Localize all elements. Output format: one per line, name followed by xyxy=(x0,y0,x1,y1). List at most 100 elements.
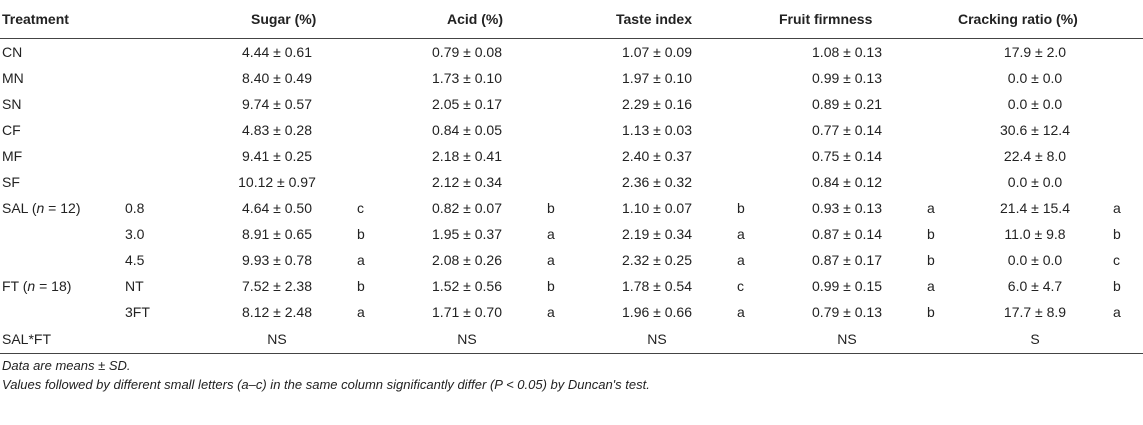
acid-letter xyxy=(547,143,577,169)
table-row: CN 4.44 ± 0.61 0.79 ± 0.08 1.07 ± 0.09 1.08 … xyxy=(0,39,1143,66)
taste-letter: b xyxy=(737,200,745,216)
taste-letter xyxy=(737,117,767,143)
sugar-letter xyxy=(357,65,387,91)
taste-letter: a xyxy=(737,252,745,268)
cracking-letter: b xyxy=(1113,226,1121,242)
taste-value: 2.19 ± 0.34 xyxy=(622,226,692,242)
level-cell xyxy=(125,39,197,66)
treatment-cell: SAL (n = 12) xyxy=(2,200,81,216)
firmness-value: 0.84 ± 0.12 xyxy=(812,174,882,190)
firmness-value: 0.99 ± 0.13 xyxy=(812,70,882,86)
taste-value: 1.96 ± 0.66 xyxy=(622,304,692,320)
level-cell: 3.0 xyxy=(125,226,145,242)
sugar-letter: a xyxy=(357,304,365,320)
table-row: SAL (n = 12) 0.8 4.64 ± 0.50 c 0.82 ± 0.07 b 1… xyxy=(0,195,1143,221)
table-row: 3.0 8.91 ± 0.65 b 1.95 ± 0.37 a 2.19 ± 0.34 a 0… xyxy=(0,221,1143,247)
cracking-value: 0.0 ± 0.0 xyxy=(1007,96,1063,112)
firmness-letter: a xyxy=(927,278,935,294)
header-taste-index: Taste index xyxy=(577,0,767,39)
taste-letter: c xyxy=(737,278,744,294)
taste-value: 2.29 ± 0.16 xyxy=(622,96,692,112)
level-cell: 0.8 xyxy=(125,200,145,216)
table-notes: Data are means ± SD. Values followed by … xyxy=(2,356,650,394)
cracking-value: 11.0 ± 9.8 xyxy=(1004,226,1066,242)
cracking-letter xyxy=(1113,325,1143,354)
cracking-letter xyxy=(1113,39,1143,66)
firmness-value: 0.77 ± 0.14 xyxy=(812,122,882,138)
acid-letter: b xyxy=(547,200,555,216)
cracking-value: 17.7 ± 8.9 xyxy=(1003,304,1067,320)
table-row: MN 8.40 ± 0.49 1.73 ± 0.10 1.97 ± 0.10 0.99 … xyxy=(0,65,1143,91)
taste-letter xyxy=(737,91,767,117)
note-line: Values followed by different small lette… xyxy=(2,377,650,392)
cracking-letter xyxy=(1113,117,1143,143)
taste-value: 1.78 ± 0.54 xyxy=(622,278,692,294)
firmness-letter: b xyxy=(927,226,935,242)
cracking-value: 30.6 ± 12.4 xyxy=(1000,122,1070,138)
firmness-value: 0.75 ± 0.14 xyxy=(812,148,882,164)
firmness-value: 0.87 ± 0.14 xyxy=(812,226,882,242)
table-row: 4.5 9.93 ± 0.78 a 2.08 ± 0.26 a 2.32 ± 0.25 a 0… xyxy=(0,247,1143,273)
treatment-cell: CN xyxy=(2,44,23,60)
cracking-value: S xyxy=(957,325,1113,354)
acid-value: 2.05 ± 0.17 xyxy=(432,96,502,112)
acid-letter: a xyxy=(547,226,555,242)
taste-value: 1.10 ± 0.07 xyxy=(622,200,692,216)
sugar-letter xyxy=(357,117,387,143)
cracking-value: 21.4 ± 15.4 xyxy=(1000,200,1070,216)
firmness-letter xyxy=(927,117,957,143)
acid-value: 1.73 ± 0.10 xyxy=(432,70,502,86)
sugar-value: 4.64 ± 0.50 xyxy=(242,200,312,216)
firmness-letter xyxy=(927,91,957,117)
firmness-letter: a xyxy=(927,200,935,216)
firmness-letter xyxy=(927,65,957,91)
acid-value: 1.52 ± 0.56 xyxy=(432,278,502,294)
table-row: SN 9.74 ± 0.57 2.05 ± 0.17 2.29 ± 0.16 0.89 … xyxy=(0,91,1143,117)
sugar-letter xyxy=(357,91,387,117)
treatment-cell xyxy=(0,299,125,325)
table-row: SF 10.12 ± 0.97 2.12 ± 0.34 2.36 ± 0.32 0.84… xyxy=(0,169,1143,195)
sugar-letter xyxy=(357,143,387,169)
treatment-cell: FT (n = 18) xyxy=(2,278,72,294)
treatment-cell: CF xyxy=(2,122,21,138)
treatment-cell: SN xyxy=(2,96,22,112)
sugar-letter: a xyxy=(357,252,365,268)
treatment-cell xyxy=(0,247,125,273)
acid-value: 0.82 ± 0.07 xyxy=(432,200,502,216)
taste-letter xyxy=(737,169,767,195)
sugar-letter: c xyxy=(357,200,364,216)
cracking-value: 0.0 ± 0.0 xyxy=(1007,174,1063,190)
firmness-letter xyxy=(927,143,957,169)
firmness-letter xyxy=(927,39,957,66)
taste-value: 2.32 ± 0.25 xyxy=(622,252,692,268)
firmness-value: NS xyxy=(767,325,927,354)
table-row: MF 9.41 ± 0.25 2.18 ± 0.41 2.40 ± 0.37 0.75 … xyxy=(0,143,1143,169)
sugar-value: 8.40 ± 0.49 xyxy=(242,70,312,86)
table-row: FT (n = 18) NT 7.52 ± 2.38 b 1.52 ± 0.56 b 1.7… xyxy=(0,273,1143,299)
firmness-value: 1.08 ± 0.13 xyxy=(812,44,882,60)
taste-value: 1.13 ± 0.03 xyxy=(622,122,692,138)
taste-value: NS xyxy=(577,325,737,354)
firmness-value: 0.99 ± 0.15 xyxy=(812,278,882,294)
acid-value: 1.71 ± 0.70 xyxy=(432,304,502,320)
taste-value: 2.40 ± 0.37 xyxy=(622,148,692,164)
cracking-letter: a xyxy=(1113,304,1121,320)
acid-letter xyxy=(547,325,577,354)
firmness-value: 0.87 ± 0.17 xyxy=(812,252,882,268)
cracking-value: 0.0 ± 0.0 xyxy=(1007,252,1063,268)
sugar-value: 9.41 ± 0.25 xyxy=(242,148,312,164)
taste-letter xyxy=(737,325,767,354)
cracking-letter xyxy=(1113,169,1143,195)
taste-letter: a xyxy=(737,226,745,242)
header-row: Treatment Sugar (%) Acid (%) Taste index… xyxy=(0,0,1143,39)
treatment-cell: SF xyxy=(2,174,20,190)
sugar-value: 8.91 ± 0.65 xyxy=(242,226,312,242)
acid-value: 1.95 ± 0.37 xyxy=(432,226,502,242)
cracking-value: 6.0 ± 4.7 xyxy=(1007,278,1063,294)
cracking-value: 17.9 ± 2.0 xyxy=(1003,44,1067,60)
firmness-value: 0.79 ± 0.13 xyxy=(812,304,882,320)
cracking-letter xyxy=(1113,65,1143,91)
taste-letter xyxy=(737,65,767,91)
acid-letter xyxy=(547,91,577,117)
